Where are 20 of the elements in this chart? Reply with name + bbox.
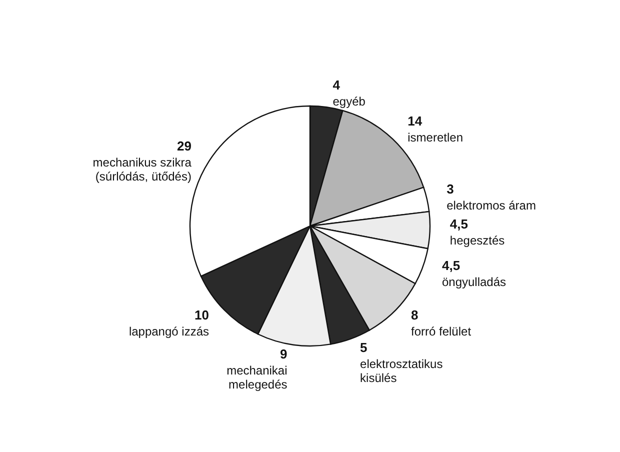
slice-label: egyéb — [332, 94, 366, 108]
slice-label: öngyulladás — [442, 275, 506, 290]
slice-label: ismeretlen — [408, 130, 464, 144]
slice-label: mechanikai melegedés — [226, 364, 288, 392]
slice-label: elektrosztatikus kisülés — [360, 356, 443, 385]
slice-label: hegesztés — [450, 234, 505, 248]
slice-label: lappangó izzás — [128, 324, 210, 338]
slice-label: mechanikus szikra (súrlódás, ütődés) — [92, 156, 192, 184]
data-label: 29 — [177, 138, 192, 154]
data-label: 5 — [360, 340, 368, 355]
data-label: 9 — [280, 346, 288, 362]
slice-label: elektromos áram — [446, 198, 536, 213]
data-label: 4 — [332, 77, 341, 92]
slice-label: forró felület — [410, 324, 472, 338]
data-label: 4,5 — [442, 258, 460, 274]
data-label: 4,5 — [450, 216, 468, 232]
data-label: 3 — [446, 182, 454, 197]
data-label: 10 — [194, 307, 210, 322]
data-label: 8 — [410, 307, 418, 322]
data-label: 14 — [408, 113, 423, 128]
